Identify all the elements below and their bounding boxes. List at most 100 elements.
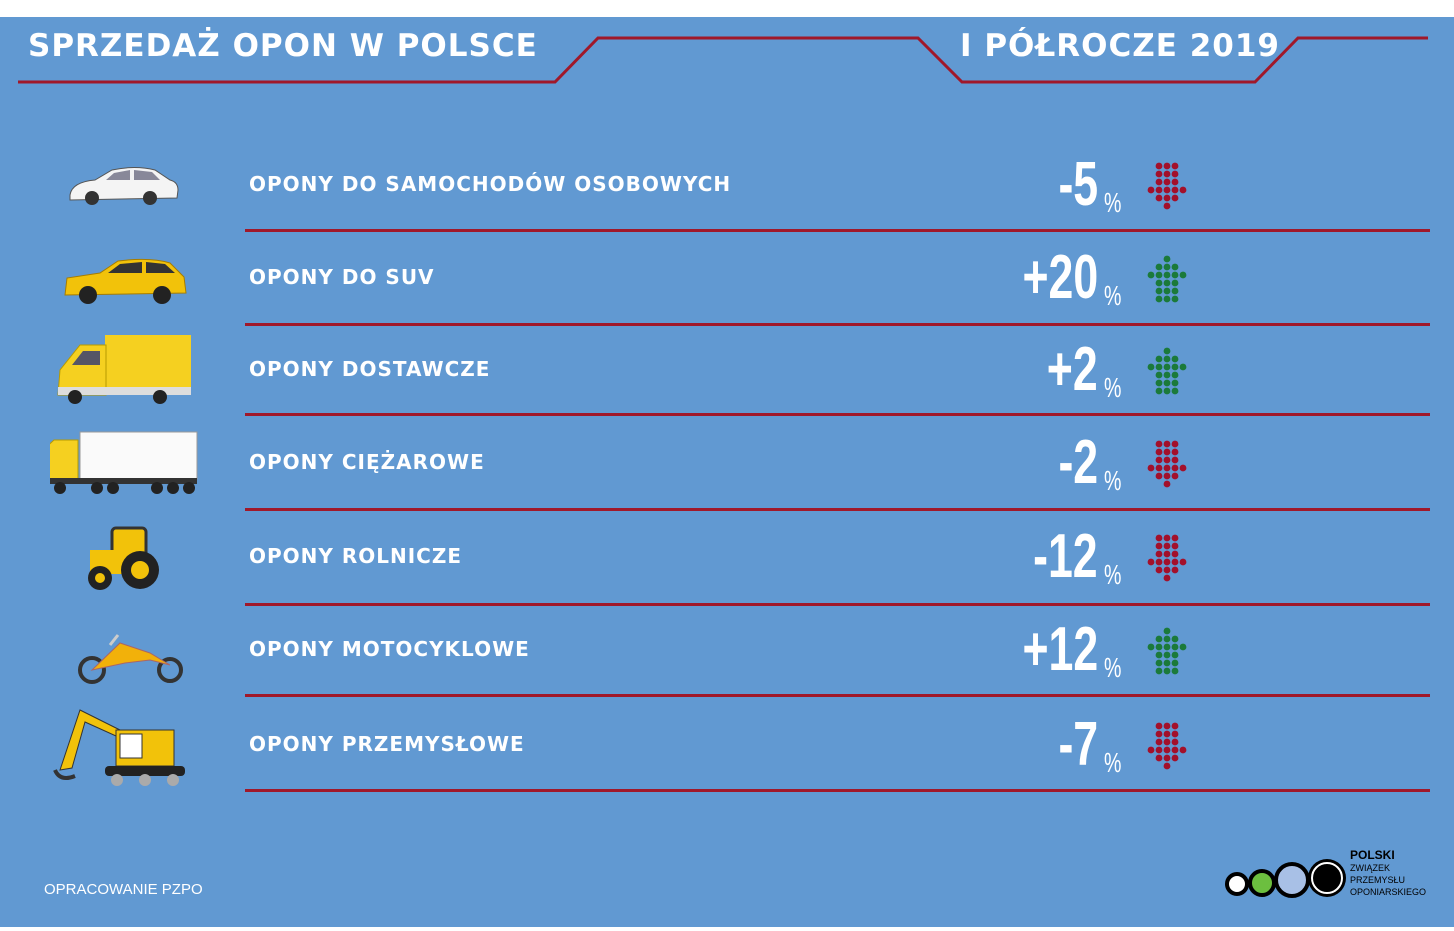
infographic-panel <box>0 17 1454 927</box>
arrow-dot <box>1163 730 1171 738</box>
arrow-dot <box>1163 627 1171 635</box>
arrow-dot <box>1155 730 1163 738</box>
arrow-dot <box>1163 287 1171 295</box>
arrow-dot <box>1171 279 1179 287</box>
arrow-dot <box>1171 287 1179 295</box>
arrow-dot <box>1163 667 1171 675</box>
arrow-up-icon <box>1146 346 1188 400</box>
category-label: OPONY CIĘŻAROWE <box>249 450 485 474</box>
arrow-dot <box>1171 363 1179 371</box>
arrow-up-icon <box>1146 626 1188 680</box>
arrow-dot <box>1163 659 1171 667</box>
arrow-dot <box>1163 355 1171 363</box>
arrow-dot <box>1171 263 1179 271</box>
arrow-dot <box>1171 558 1179 566</box>
page-title: SPRZEDAŻ OPON W POLSCE <box>28 28 538 64</box>
arrow-dot <box>1163 279 1171 287</box>
arrow-dot <box>1163 170 1171 178</box>
arrow-dot <box>1155 186 1163 194</box>
arrow-dot <box>1155 170 1163 178</box>
arrow-dot <box>1163 643 1171 651</box>
arrow-dot <box>1171 464 1179 472</box>
arrow-dot <box>1163 363 1171 371</box>
change-value: +12 <box>1022 615 1098 684</box>
arrow-dot <box>1171 448 1179 456</box>
arrow-dot <box>1163 371 1171 379</box>
percent-sign: % <box>1104 465 1122 496</box>
arrow-dot <box>1155 295 1163 303</box>
period-label: I PÓŁROCZE 2019 <box>960 28 1281 64</box>
van-icon <box>50 325 200 419</box>
arrow-dot <box>1147 558 1155 566</box>
arrow-dot <box>1155 379 1163 387</box>
arrow-dot <box>1163 574 1171 582</box>
category-row: OPONY PRZEMYSŁOWE -7 % <box>0 709 1454 835</box>
arrow-dot <box>1155 387 1163 395</box>
excavator-icon <box>50 700 200 804</box>
arrow-dot <box>1171 534 1179 542</box>
arrow-down-icon <box>1146 161 1188 215</box>
row-divider <box>245 413 1430 416</box>
arrow-dot <box>1179 746 1187 754</box>
percent-sign: % <box>1104 372 1122 403</box>
category-row: OPONY DO SAMOCHODÓW OSOBOWYCH -5 % <box>0 150 1454 275</box>
arrow-dot <box>1163 464 1171 472</box>
category-label: OPONY MOTOCYKLOWE <box>249 637 530 661</box>
arrow-dot <box>1171 730 1179 738</box>
arrow-dot <box>1155 659 1163 667</box>
arrow-dot <box>1163 162 1171 170</box>
arrow-dot <box>1163 762 1171 770</box>
arrow-dot <box>1171 746 1179 754</box>
arrow-dot <box>1163 178 1171 186</box>
change-value: -12 <box>1033 522 1098 591</box>
arrow-dot <box>1171 651 1179 659</box>
arrow-dot <box>1171 379 1179 387</box>
row-divider <box>245 789 1430 792</box>
arrow-dot <box>1163 651 1171 659</box>
arrow-dot <box>1163 722 1171 730</box>
arrow-dot <box>1171 722 1179 730</box>
arrow-dot <box>1171 170 1179 178</box>
arrow-dot <box>1179 271 1187 279</box>
arrow-dot <box>1163 448 1171 456</box>
arrow-dot <box>1155 363 1163 371</box>
arrow-down-icon <box>1146 721 1188 775</box>
arrow-dot <box>1155 722 1163 730</box>
arrow-dot <box>1155 456 1163 464</box>
arrow-dot <box>1171 738 1179 746</box>
arrow-dot <box>1179 558 1187 566</box>
arrow-dot <box>1147 186 1155 194</box>
category-row: OPONY DOSTAWCZE +2 % <box>0 335 1454 460</box>
arrow-dot <box>1179 363 1187 371</box>
arrow-dot <box>1171 162 1179 170</box>
category-label: OPONY DOSTAWCZE <box>249 357 491 381</box>
arrow-dot <box>1163 186 1171 194</box>
arrow-dot <box>1163 263 1171 271</box>
arrow-dot <box>1155 178 1163 186</box>
arrow-dot <box>1163 456 1171 464</box>
arrow-dot <box>1155 263 1163 271</box>
arrow-dot <box>1163 440 1171 448</box>
arrow-dot <box>1163 738 1171 746</box>
pzpo-logo-text: POLSKI ZWIĄZEK PRZEMYSŁU OPONIARSKIEGO <box>1350 848 1427 897</box>
arrow-dot <box>1179 464 1187 472</box>
suv-icon <box>50 233 190 327</box>
arrow-dot <box>1179 186 1187 194</box>
arrow-dot <box>1163 202 1171 210</box>
arrow-dot <box>1155 355 1163 363</box>
arrow-dot <box>1179 643 1187 651</box>
arrow-dot <box>1155 635 1163 643</box>
arrow-dot <box>1163 387 1171 395</box>
category-label: OPONY PRZEMYSŁOWE <box>249 732 525 756</box>
change-value: -7 <box>1058 710 1098 779</box>
arrow-down-icon <box>1146 439 1188 493</box>
arrow-dot <box>1171 194 1179 202</box>
arrow-dot <box>1155 754 1163 762</box>
arrow-dot <box>1155 651 1163 659</box>
change-value: -2 <box>1058 428 1098 497</box>
category-row: OPONY DO SUV +20 % <box>0 243 1454 368</box>
arrow-dot <box>1171 186 1179 194</box>
arrow-dot <box>1155 667 1163 675</box>
arrow-dot <box>1171 566 1179 574</box>
header-frame-line <box>18 36 1428 84</box>
